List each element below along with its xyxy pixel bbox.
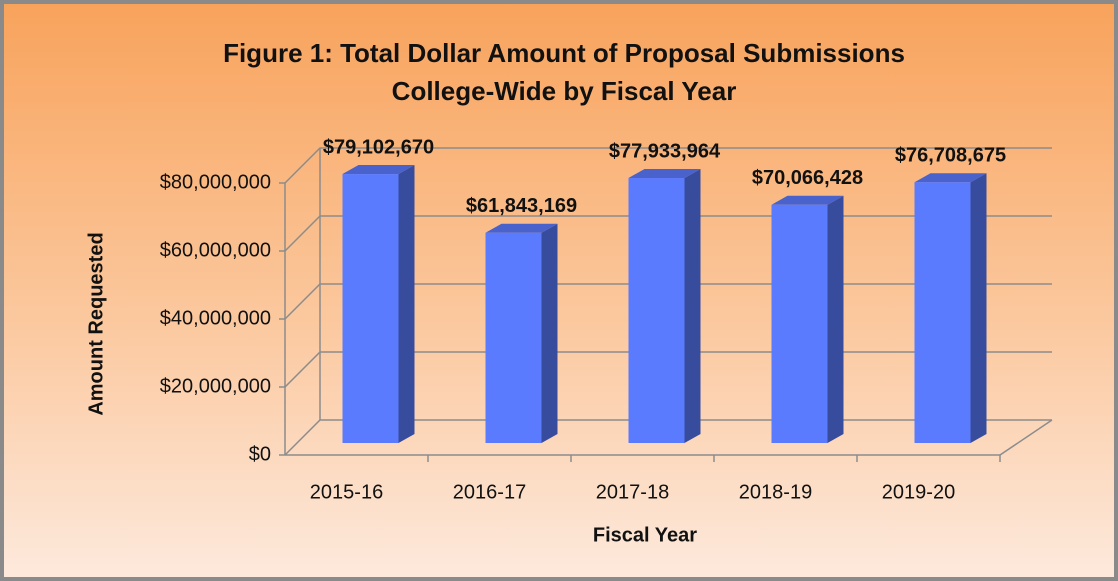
x-tick-label: 2018-19 xyxy=(739,481,812,503)
bar-side xyxy=(684,169,701,443)
bar-top xyxy=(628,169,701,179)
bar-top xyxy=(914,173,987,183)
bar xyxy=(628,178,685,443)
value-label: $70,066,428 xyxy=(752,167,863,189)
x-tick-label: 2017-18 xyxy=(596,481,669,503)
bar-top xyxy=(485,223,558,233)
bar-side xyxy=(827,195,844,443)
bar xyxy=(771,204,828,443)
x-tick-label: 2016-17 xyxy=(453,481,526,503)
value-label: $77,933,964 xyxy=(609,140,721,162)
x-tick-label: 2019-20 xyxy=(882,481,955,503)
y-tick-label: $80,000,000 xyxy=(160,171,271,193)
value-label: $61,843,169 xyxy=(466,195,577,217)
bar-side xyxy=(398,165,415,444)
bar-side xyxy=(970,173,987,444)
value-label: $79,102,670 xyxy=(323,136,434,158)
y-tick-label: $20,000,000 xyxy=(160,375,271,397)
bar xyxy=(342,174,399,444)
bar-top xyxy=(771,195,844,205)
x-tick-label: 2015-16 xyxy=(310,481,383,503)
axis-line xyxy=(999,419,1053,456)
bar-side xyxy=(541,223,558,443)
value-label: $76,708,675 xyxy=(895,144,1006,166)
x-axis-title: Fiscal Year xyxy=(593,524,697,546)
y-axis-title: Amount Requested xyxy=(85,232,107,415)
y-tick-label: $60,000,000 xyxy=(160,239,271,261)
grid-line xyxy=(284,147,1052,184)
chart: Amount Requested Fiscal Year $0 $20,000,0… xyxy=(85,136,1053,546)
y-tick-label: $40,000,000 xyxy=(160,307,271,329)
bar xyxy=(914,182,971,444)
chart-title: Figure 1: Total Dollar Amount of Proposa… xyxy=(223,38,905,106)
y-tick-label: $0 xyxy=(249,443,271,465)
bar xyxy=(485,232,542,443)
bar-top xyxy=(342,165,415,175)
